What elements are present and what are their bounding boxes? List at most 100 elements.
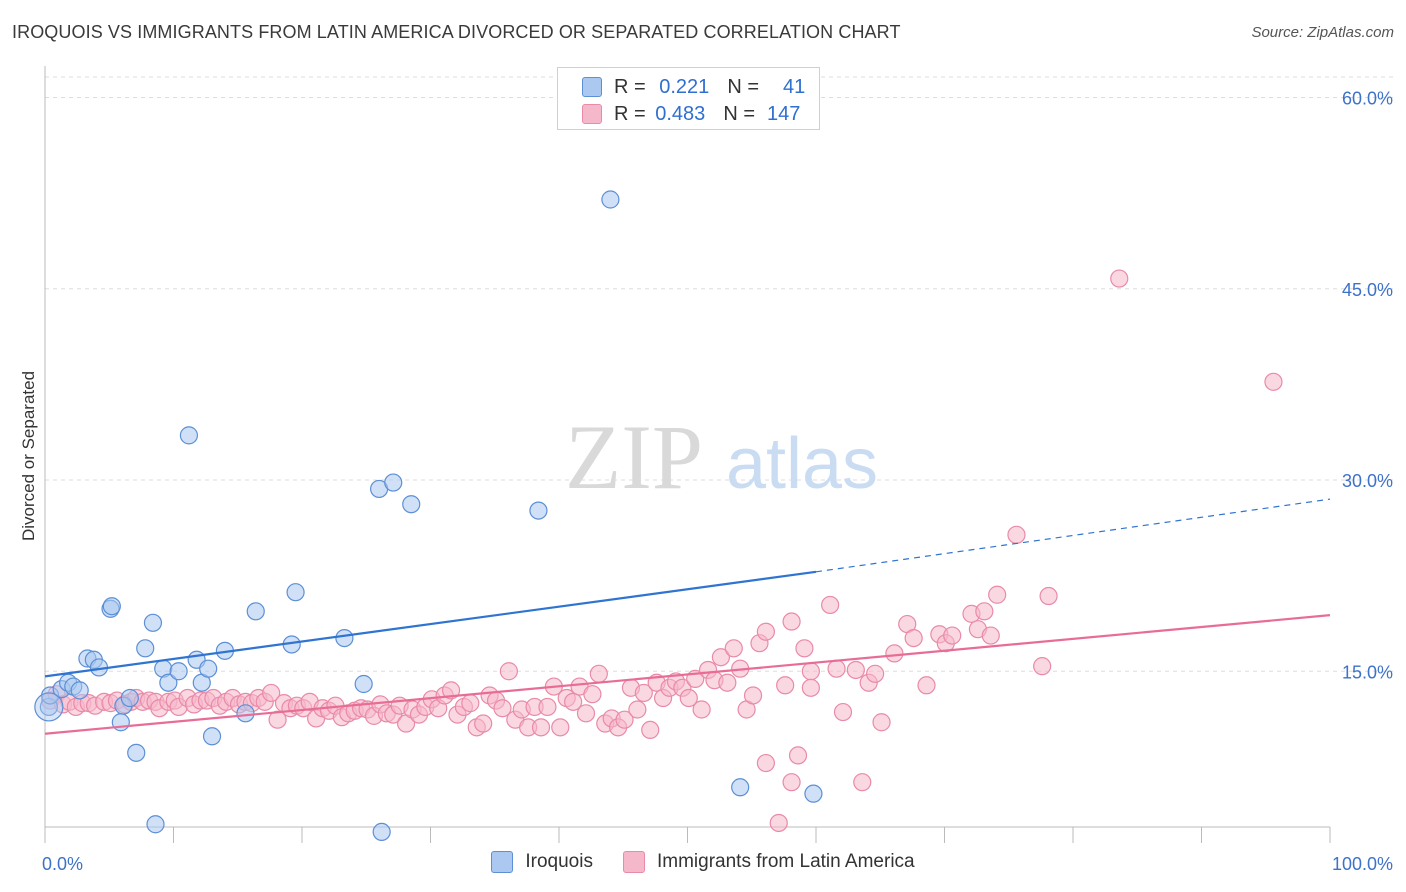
trend-line-iroquois (44, 570, 817, 678)
point-iroquois (286, 583, 305, 602)
gridlines (45, 76, 1394, 672)
point-latin-america (988, 585, 1007, 604)
series-legend: Iroquois Immigrants from Latin America (0, 851, 1406, 873)
point-latin-america (756, 753, 775, 773)
trend-line-iroquois-extension (815, 498, 1331, 573)
point-iroquois (102, 597, 121, 616)
y-tick-label: 15.0% (1342, 662, 1393, 682)
point-iroquois (146, 815, 165, 834)
point-latin-america (981, 626, 1000, 645)
point-latin-america (788, 746, 808, 765)
point-latin-america (872, 713, 891, 732)
y-tick-label: 60.0% (1342, 89, 1393, 109)
point-latin-america (615, 710, 634, 729)
point-latin-america (461, 694, 480, 713)
correlation-legend: R = 0.221 N = 41 R = 0.483 N = 147 (557, 67, 820, 130)
point-iroquois (384, 473, 403, 492)
point-latin-america (576, 704, 596, 723)
point-latin-america (853, 773, 872, 792)
point-latin-america (756, 622, 775, 641)
point-iroquois (529, 501, 548, 520)
watermark-atlas: atlas (726, 424, 878, 504)
y-tick-label: 45.0% (1342, 280, 1393, 300)
point-latin-america (564, 692, 583, 711)
legend-n-label: N = (723, 102, 755, 125)
point-latin-america (943, 626, 962, 645)
point-latin-america (474, 714, 493, 733)
point-latin-america (679, 688, 698, 708)
legend-row-iroquois: R = 0.221 N = 41 (558, 74, 805, 100)
point-iroquois (246, 602, 265, 621)
point-latin-america (493, 699, 512, 718)
series-iroquois-points (34, 190, 823, 842)
point-iroquois (127, 743, 146, 762)
point-latin-america (718, 673, 737, 692)
legend-item-iroquois: Iroquois (491, 851, 593, 873)
legend-swatch-pink (582, 104, 602, 124)
point-latin-america (795, 639, 814, 658)
point-iroquois (179, 426, 199, 445)
point-iroquois (236, 704, 255, 723)
point-latin-america (904, 628, 923, 648)
point-latin-america (641, 720, 660, 740)
point-iroquois (159, 673, 178, 692)
series-latin-america-points (41, 269, 1283, 833)
point-iroquois (202, 727, 222, 746)
legend-swatch-pink (622, 851, 645, 873)
point-iroquois (354, 674, 373, 694)
point-latin-america (769, 813, 788, 833)
point-latin-america (782, 773, 801, 792)
trend-line-latin-america (44, 614, 1331, 735)
point-latin-america (441, 681, 461, 700)
point-latin-america (551, 718, 570, 737)
point-latin-america (821, 595, 840, 615)
x-tick-label: 100.0% (1332, 854, 1393, 874)
point-iroquois (136, 639, 155, 658)
point-latin-america (634, 683, 653, 703)
legend-label-iroquois: Iroquois (525, 851, 593, 872)
point-latin-america (589, 664, 608, 683)
x-tick-label: 0.0% (42, 854, 83, 874)
point-iroquois (731, 778, 750, 797)
point-latin-america (531, 718, 551, 737)
point-iroquois (120, 688, 139, 708)
point-iroquois (70, 681, 89, 700)
point-iroquois (143, 613, 163, 632)
legend-r-label: R = (614, 75, 646, 98)
point-latin-america (801, 678, 820, 697)
point-latin-america (801, 662, 820, 681)
y-tick-label: 30.0% (1342, 471, 1393, 491)
point-iroquois (402, 495, 421, 514)
chart-source: Source: ZipAtlas.com (1251, 24, 1394, 41)
point-latin-america (975, 602, 994, 621)
legend-n-label: N = (727, 75, 759, 98)
point-latin-america (827, 659, 846, 678)
point-iroquois (335, 628, 354, 648)
point-iroquois (601, 190, 620, 209)
legend-swatch-blue (491, 851, 514, 873)
legend-label-latin-america: Immigrants from Latin America (656, 851, 915, 872)
point-latin-america (724, 639, 743, 658)
point-latin-america (833, 702, 853, 722)
point-latin-america (866, 664, 885, 683)
point-latin-america (499, 662, 518, 681)
legend-item-latin-america: Immigrants from Latin America (622, 851, 915, 873)
point-latin-america (583, 685, 602, 704)
point-iroquois (372, 822, 391, 842)
point-latin-america (711, 648, 731, 667)
legend-n-value: 147 (767, 102, 801, 125)
point-latin-america (846, 660, 865, 680)
point-latin-america (1264, 372, 1283, 391)
watermark-zip: ZIP (565, 406, 703, 508)
point-latin-america (262, 683, 281, 703)
point-latin-america (692, 700, 711, 719)
point-iroquois (169, 662, 188, 681)
point-latin-america (1007, 525, 1026, 544)
legend-row-latin-america: R = 0.483 N = 147 (558, 101, 800, 127)
legend-swatch-blue (582, 77, 602, 97)
point-iroquois (199, 659, 218, 678)
watermark: ZIP atlas (565, 406, 878, 508)
legend-r-value: 0.483 (655, 102, 706, 125)
point-latin-america (782, 612, 801, 631)
